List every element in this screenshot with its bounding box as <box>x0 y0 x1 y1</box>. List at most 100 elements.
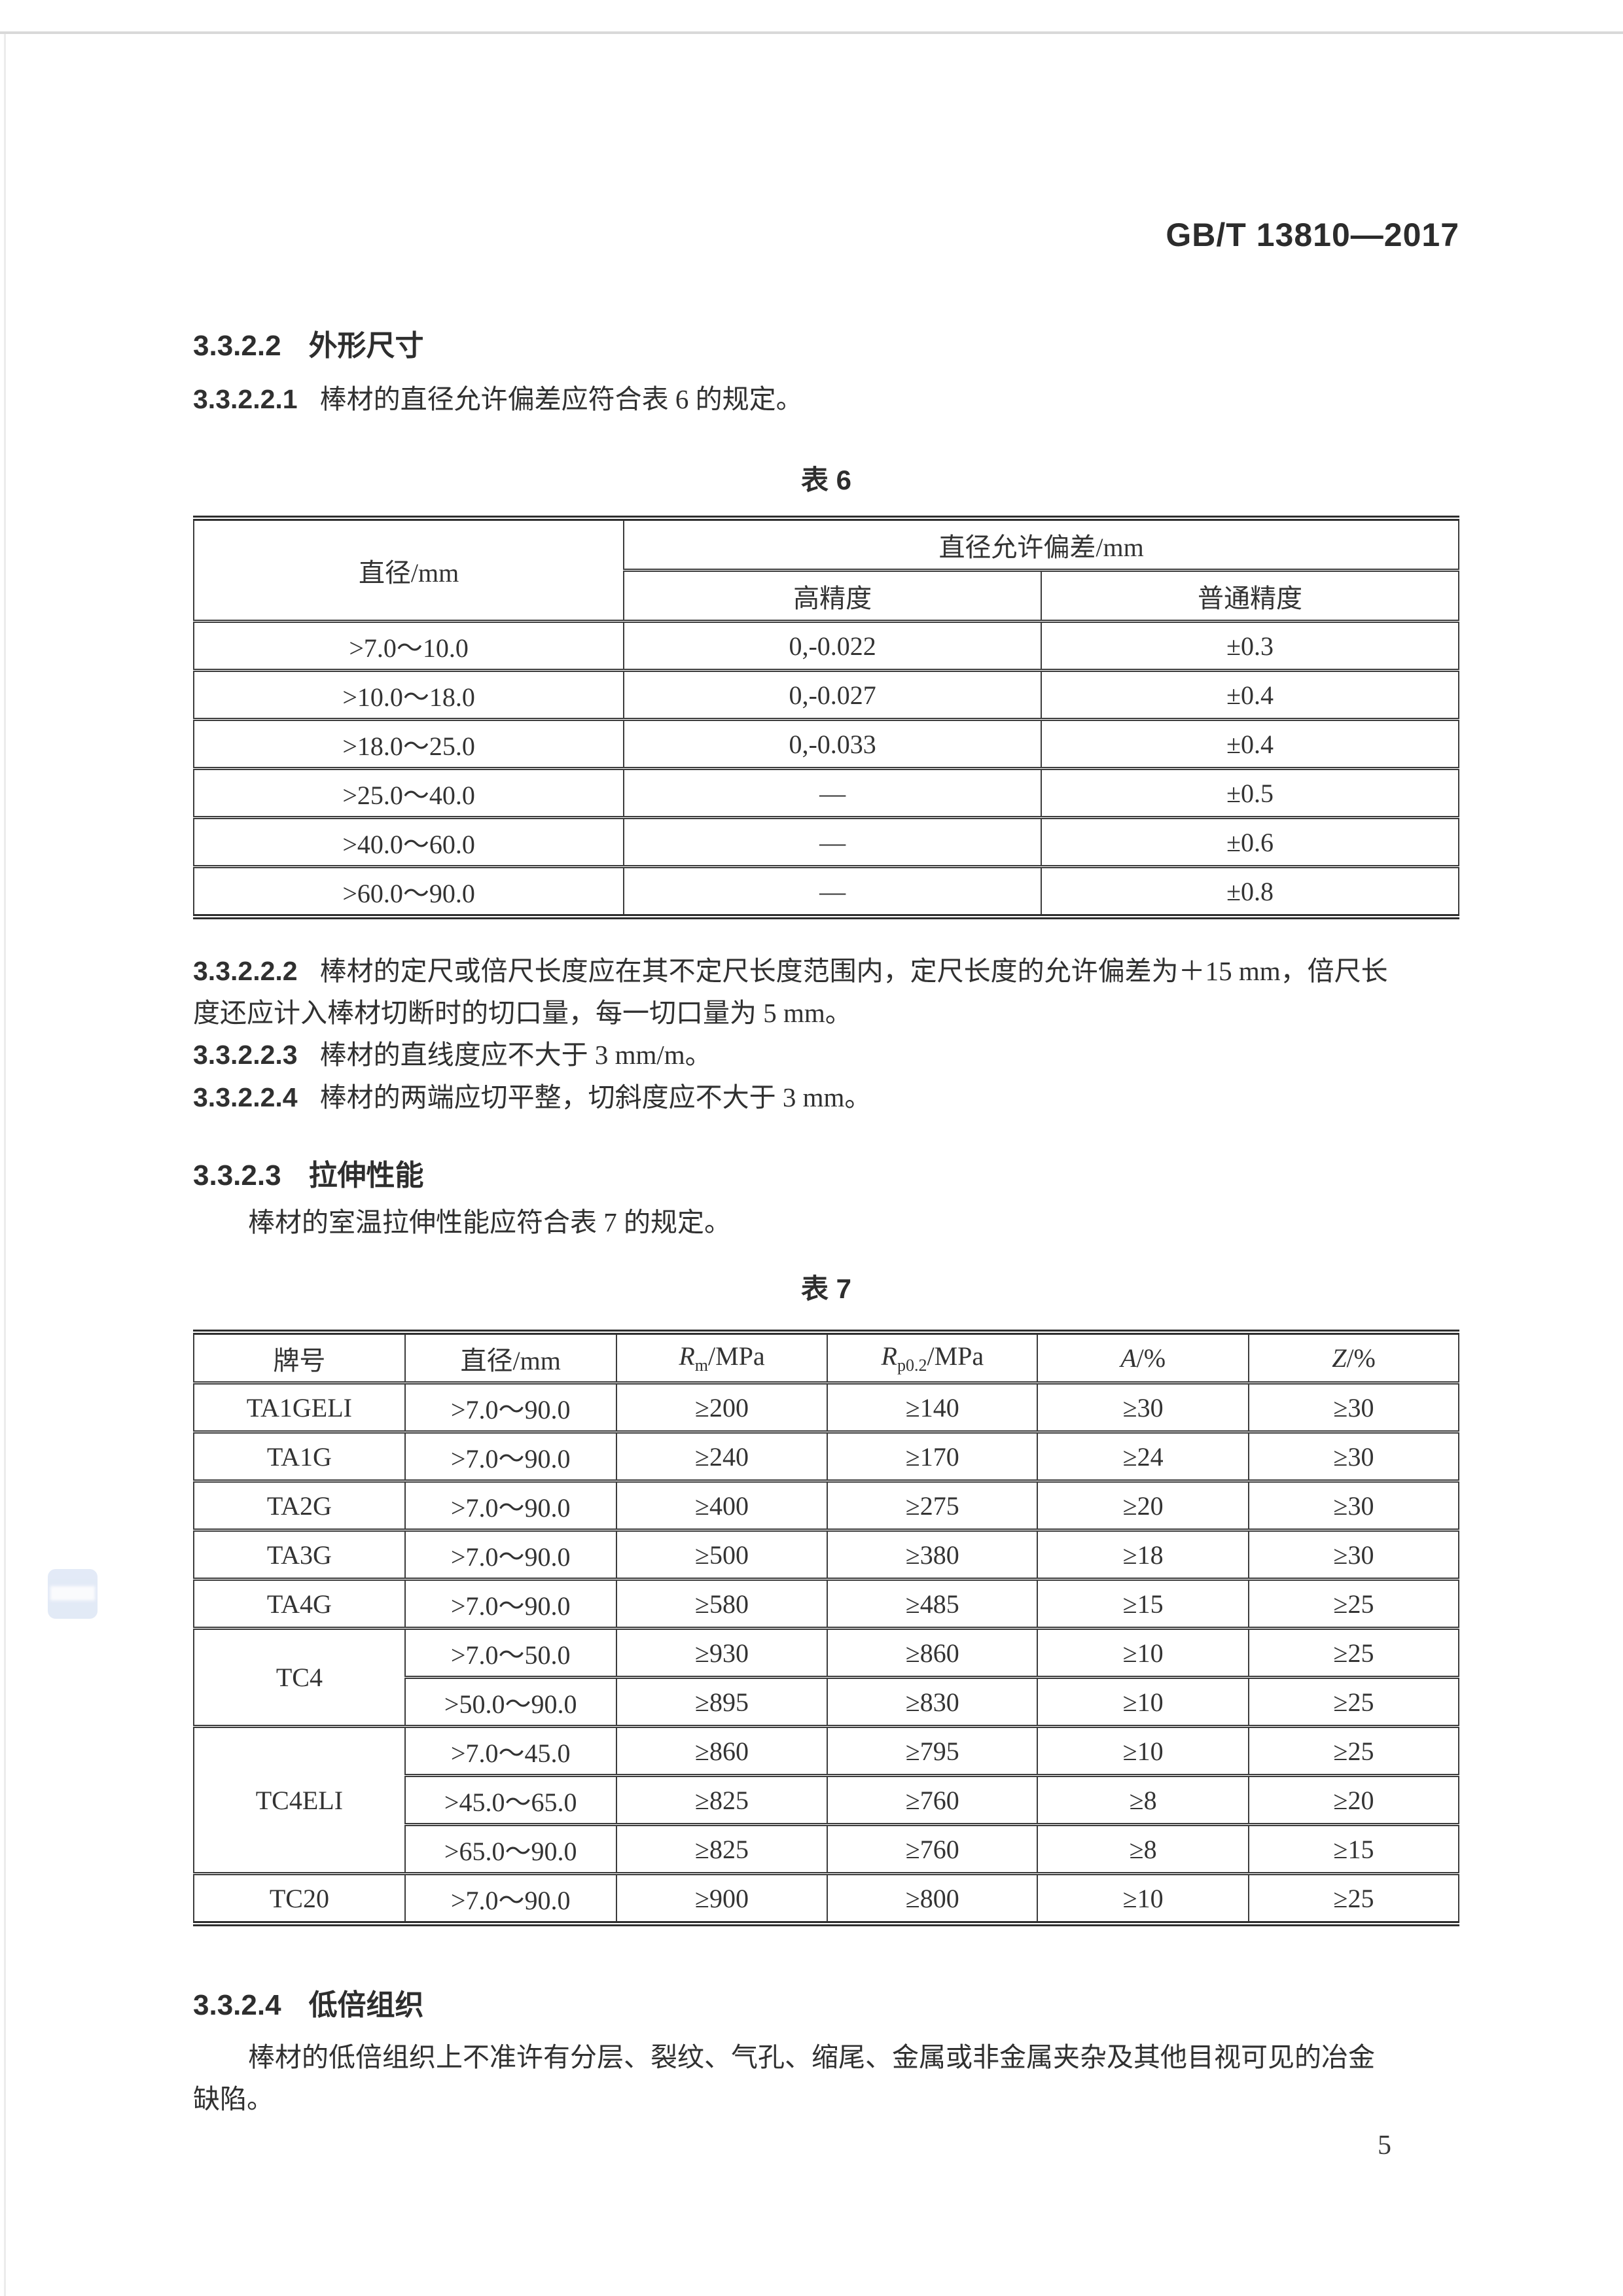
table-row: >7.0～10.0 0,-0.022 ±0.3 <box>192 620 1459 672</box>
table-cell: ±0.6 <box>1041 816 1459 868</box>
table-cell: ≥30 <box>1248 1430 1459 1483</box>
clause-title: 低倍组织 <box>308 1989 424 2021</box>
table-cell: ≥30 <box>1248 1479 1459 1532</box>
table-cell: ≥800 <box>827 1872 1039 1926</box>
table-cell: ≥795 <box>827 1725 1039 1777</box>
table-row: TC20 >7.0～90.0 ≥900 ≥800 ≥10 ≥25 <box>193 1872 1459 1926</box>
table-cell: >7.0～90.0 <box>404 1528 617 1581</box>
table-cell: 0,-0.027 <box>623 669 1043 721</box>
watermark-band <box>50 1586 95 1600</box>
column-header-grade: 牌号 <box>193 1330 406 1385</box>
table-cell: ≥485 <box>827 1578 1039 1630</box>
table-cell: ±0.8 <box>1041 865 1459 919</box>
table-row: TA1G >7.0～90.0 ≥240 ≥170 ≥24 ≥30 <box>193 1430 1459 1483</box>
table-cell: ≥15 <box>1037 1578 1250 1630</box>
table-cell: >7.0～45.0 <box>404 1725 617 1777</box>
table-row: >50.0～90.0 ≥895 ≥830 ≥10 ≥25 <box>194 1676 1459 1728</box>
table-row: TC4ELI >7.0～45.0 ≥860 ≥795 ≥10 ≥25 <box>193 1725 1459 1875</box>
table-cell: >7.0～90.0 <box>404 1479 617 1532</box>
table-cell: ≥240 <box>615 1430 829 1483</box>
table-header-row: 高精度 普通精度 <box>194 569 1459 623</box>
column-header-diameter: 直径/mm <box>192 516 625 623</box>
table7-caption: 表 7 <box>800 1273 852 1304</box>
table-cell: ≥860 <box>827 1627 1039 1679</box>
clause-paragraph-3-3-2-3: 棒材的室温拉伸性能应符合表 7 的规定。 <box>248 1207 731 1237</box>
column-header-normal-precision: 普通精度 <box>1041 569 1459 623</box>
clause-text: 棒材的直径允许偏差应符合表 6 的规定。 <box>319 384 803 414</box>
table-cell: >65.0～90.0 <box>404 1823 617 1875</box>
table-cell: >7.0～90.0 <box>404 1381 617 1434</box>
table-cell: ≥18 <box>1037 1528 1250 1581</box>
table-cell: ≥825 <box>615 1774 829 1826</box>
grade-cell: TA1G <box>193 1430 406 1483</box>
table-cell: >7.0～10.0 <box>192 620 625 672</box>
table-row: TA3G >7.0～90.0 ≥500 ≥380 ≥18 ≥30 <box>193 1528 1459 1581</box>
table-row: >65.0～90.0 ≥825 ≥760 ≥8 ≥15 <box>194 1823 1459 1875</box>
scan-edge-line-top <box>0 31 1623 34</box>
table-cell: ≥500 <box>615 1528 829 1581</box>
table-cell: >25.0～40.0 <box>192 767 625 819</box>
table-cell: ≥895 <box>615 1676 829 1728</box>
grade-cell: TA4G <box>193 1578 406 1630</box>
table-cell: ≥170 <box>827 1430 1039 1483</box>
clause-number: 3.3.2.2.3 <box>193 1040 298 1070</box>
table-cell: >7.0～90.0 <box>404 1578 617 1630</box>
table-cell: >60.0～90.0 <box>192 865 625 919</box>
column-header-high-precision: 高精度 <box>623 569 1043 623</box>
table-cell: ≥760 <box>827 1823 1039 1875</box>
table-cell: ≥10 <box>1037 1676 1250 1728</box>
table-cell: 0,-0.033 <box>623 718 1043 770</box>
paragraph-line: 3.3.2.2.2 棒材的定尺或倍尺长度应在其不定尺长度范围内，定尺长度的允许偏差… <box>193 950 1463 992</box>
grade-cell: TC4ELI <box>193 1725 406 1875</box>
table-row: >60.0～90.0 — ±0.8 <box>192 865 1459 919</box>
table-cell: ≥25 <box>1248 1676 1459 1728</box>
table-cell: ≥15 <box>1248 1823 1459 1875</box>
clause-number: 3.3.2.2.1 <box>193 384 298 414</box>
page-number: 5 <box>1378 2130 1391 2161</box>
table-cell: ±0.4 <box>1041 718 1459 770</box>
table-cell: ≥25 <box>1248 1627 1459 1679</box>
table6-caption: 表 6 <box>800 465 852 495</box>
column-header-rm: Rm/MPa <box>615 1330 829 1385</box>
grade-cell: TA1GELI <box>193 1381 406 1434</box>
table-cell: ±0.5 <box>1041 767 1459 819</box>
table-cell: ≥8 <box>1037 1774 1250 1826</box>
table-cell: ≥380 <box>827 1528 1039 1581</box>
table-row: >25.0～40.0 — ±0.5 <box>192 767 1459 819</box>
table-cell: ≥830 <box>827 1676 1039 1728</box>
table-cell: ≥25 <box>1248 1578 1459 1630</box>
table-cell: ≥200 <box>615 1381 829 1434</box>
table-cell: ≥10 <box>1037 1725 1250 1777</box>
clause-number: 3.3.2.2 <box>193 330 281 362</box>
column-header-elongation: A/% <box>1037 1330 1250 1385</box>
table-cell: ≥20 <box>1037 1479 1250 1532</box>
clause-paragraph-3-3-2-2-1: 3.3.2.2.1 棒材的直径允许偏差应符合表 6 的规定。 <box>193 378 1463 420</box>
table-row: TA4G >7.0～90.0 ≥580 ≥485 ≥15 ≥25 <box>193 1578 1459 1630</box>
table-row: >18.0～25.0 0,-0.033 ±0.4 <box>192 718 1459 770</box>
table-cell: >50.0～90.0 <box>404 1676 617 1728</box>
clause-paragraph-3-3-2-4: 棒材的低倍组织上不准许有分层、裂纹、气孔、缩尾、金属或非金属夹杂及其他目视可见的… <box>193 2036 1463 2120</box>
table-cell: ≥10 <box>1037 1627 1250 1679</box>
table-cell: >45.0～65.0 <box>404 1774 617 1826</box>
column-header-reduction: Z/% <box>1248 1330 1459 1385</box>
clause-text: 棒材的两端应切平整，切斜度应不大于 3 mm。 <box>319 1082 872 1112</box>
table-row: TA2G >7.0～90.0 ≥400 ≥275 ≥20 ≥30 <box>193 1479 1459 1532</box>
paragraph-line: 棒材的低倍组织上不准许有分层、裂纹、气孔、缩尾、金属或非金属夹杂及其他目视可见的… <box>248 2042 1375 2072</box>
paragraph-line: 度还应计入棒材切断时的切口量，每一切口量为 5 mm。 <box>193 998 852 1028</box>
table-cell: ≥10 <box>1037 1872 1250 1926</box>
clause-paragraph-3-3-2-2-2: 3.3.2.2.2 棒材的定尺或倍尺长度应在其不定尺长度范围内，定尺长度的允许偏差… <box>193 950 1463 1034</box>
clause-heading-3-3-2-2: 3.3.2.2 外形尺寸 <box>193 322 424 364</box>
table-cell: ≥900 <box>615 1872 829 1926</box>
column-header-tolerance-group: 直径允许偏差/mm <box>623 516 1459 572</box>
grade-cell: TA3G <box>193 1528 406 1581</box>
paragraph-line: 缺陷。 <box>193 2084 274 2114</box>
table-cell: ≥24 <box>1037 1430 1250 1483</box>
table-cell: ≥140 <box>827 1381 1039 1434</box>
table-cell: ≥400 <box>615 1479 829 1532</box>
table-cell: >7.0～90.0 <box>404 1872 617 1926</box>
table-row: >45.0～65.0 ≥825 ≥760 ≥8 ≥20 <box>194 1774 1459 1826</box>
clause-number: 3.3.2.3 <box>193 1159 281 1192</box>
table-cell: — <box>623 767 1043 819</box>
table-cell: ≥580 <box>615 1578 829 1630</box>
